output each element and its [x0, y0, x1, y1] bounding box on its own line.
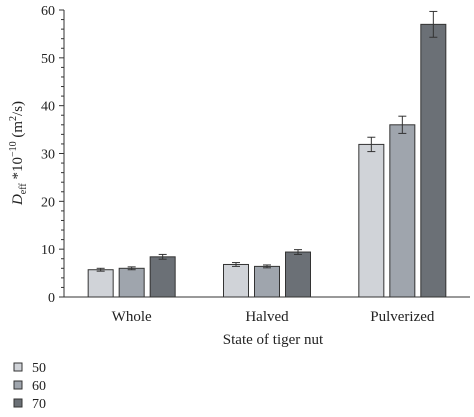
legend-swatch — [13, 362, 23, 372]
x-axis-label: State of tiger nut — [223, 332, 324, 348]
y-tick-label: 30 — [41, 148, 55, 163]
y-tick-label: 10 — [41, 243, 55, 258]
bar — [118, 267, 145, 298]
y-axis-label: Deff *10−10 (m2/s) — [8, 101, 29, 206]
y-tick-label: 50 — [41, 52, 55, 67]
y-axis-label-expr: *10 — [10, 157, 26, 183]
chart-legend: 50 60 70 — [13, 361, 46, 412]
bars-group — [87, 10, 447, 298]
x-tick-label: Halved — [245, 309, 289, 325]
x-tick-label: Whole — [112, 309, 152, 325]
legend-label: 50 — [32, 361, 46, 376]
y-axis-label-unit-sup: 2 — [8, 116, 19, 121]
bar — [358, 143, 385, 298]
y-axis-ticks: 0 10 20 30 40 50 60 — [41, 4, 64, 306]
y-axis-label-superscript: −10 — [8, 141, 19, 157]
x-axis-ticks: Whole Halved Pulverized — [112, 309, 435, 325]
bar — [223, 263, 249, 298]
y-axis-label-unit-open: (m — [10, 121, 26, 142]
bar — [87, 269, 114, 298]
bar — [285, 251, 311, 298]
y-axis-label-base: D — [10, 194, 26, 206]
bar — [389, 124, 416, 298]
legend-swatch — [13, 380, 23, 390]
bar — [254, 265, 280, 298]
legend-swatch — [13, 398, 23, 408]
y-tick-label: 60 — [41, 4, 55, 19]
y-axis-label-subscript: eff — [18, 183, 29, 195]
y-axis-label-unit-close: /s) — [10, 101, 26, 116]
y-tick-label: 20 — [41, 195, 55, 210]
y-tick-label: 0 — [48, 291, 55, 306]
legend-label: 70 — [32, 397, 46, 412]
bar — [149, 256, 176, 298]
bar — [420, 23, 447, 298]
x-tick-label: Pulverized — [370, 309, 435, 325]
legend-label: 60 — [32, 379, 46, 394]
y-tick-label: 40 — [41, 100, 55, 115]
